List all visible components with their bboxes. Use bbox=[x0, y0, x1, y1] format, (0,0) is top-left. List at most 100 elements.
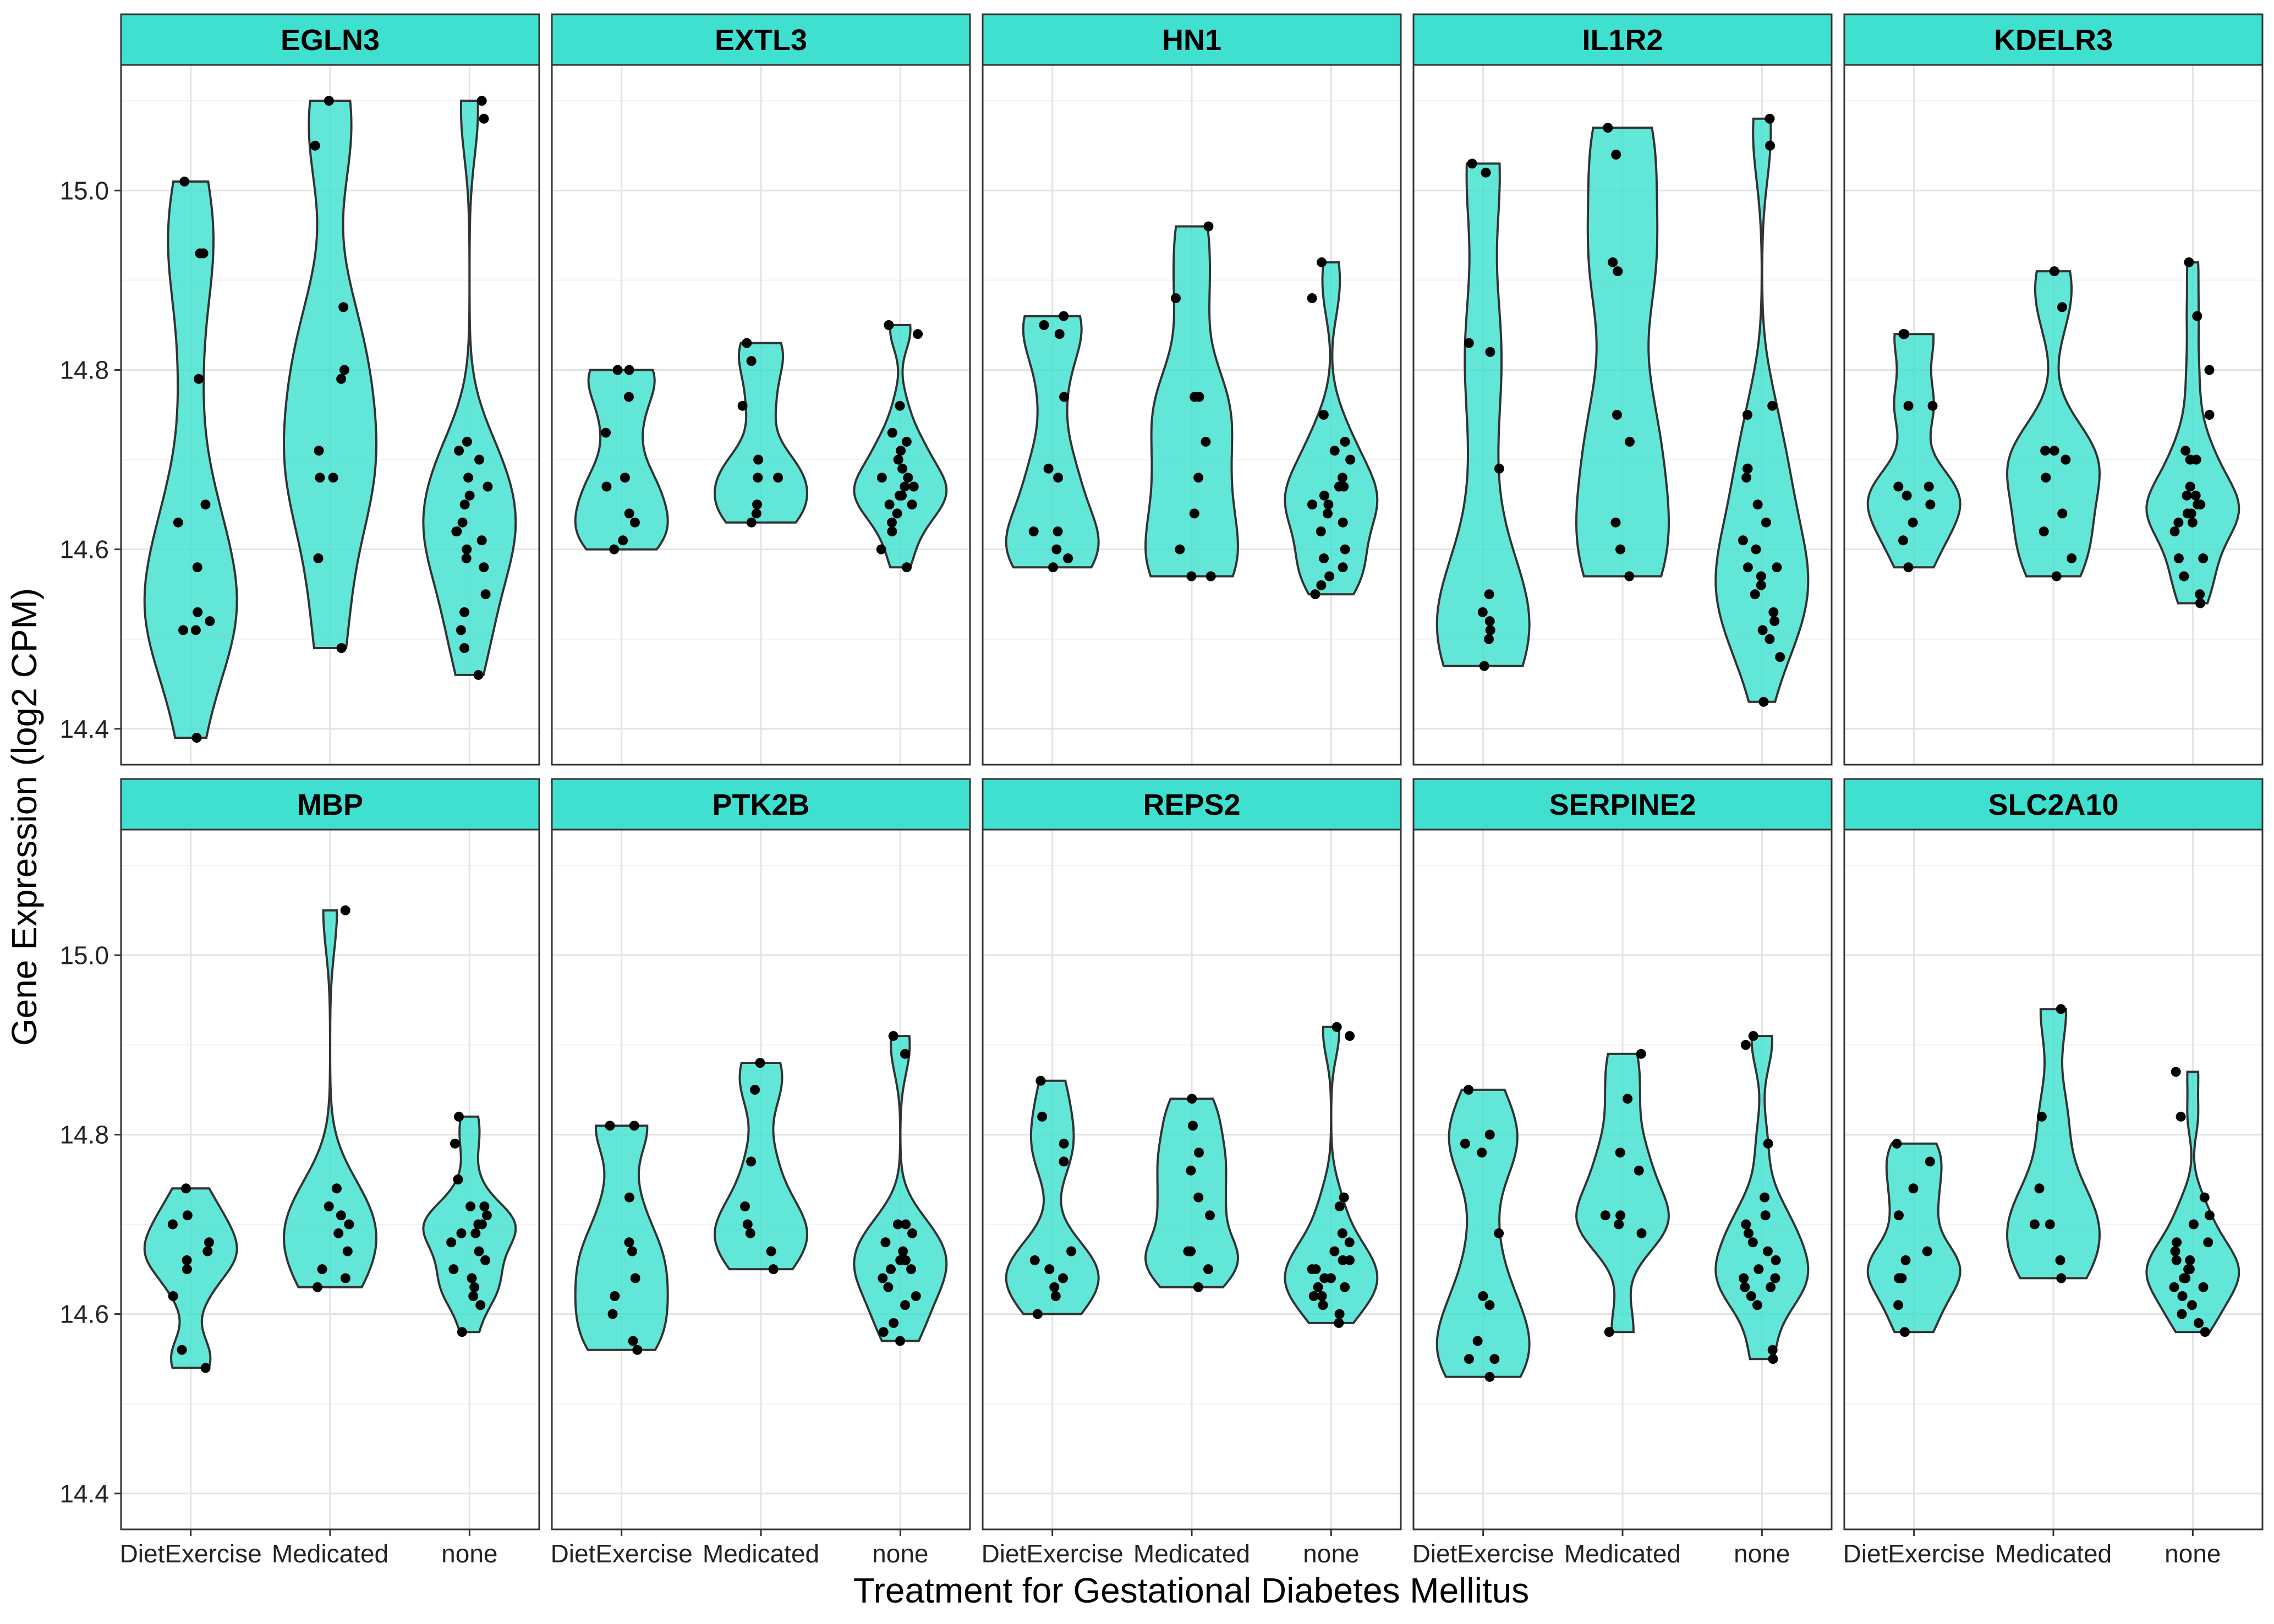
data-point bbox=[1307, 500, 1317, 510]
data-point bbox=[2198, 1282, 2209, 1292]
data-point bbox=[1768, 1354, 1778, 1364]
data-point bbox=[2057, 508, 2068, 519]
data-point bbox=[1319, 490, 1329, 501]
data-point bbox=[2177, 1309, 2187, 1319]
violin-dietexercise bbox=[143, 180, 238, 739]
data-point bbox=[1189, 508, 1199, 519]
data-point bbox=[2176, 1111, 2186, 1122]
data-point bbox=[1345, 1031, 1355, 1041]
violin-medicated bbox=[2005, 1008, 2101, 1280]
data-point bbox=[887, 526, 897, 536]
facet-strip-label: REPS2 bbox=[1143, 788, 1240, 821]
data-point bbox=[878, 1327, 889, 1337]
data-point bbox=[750, 1084, 760, 1095]
data-point bbox=[896, 446, 906, 456]
facet-strip-label: IL1R2 bbox=[1582, 24, 1663, 57]
panel-reps2: REPS2 bbox=[982, 778, 1402, 1530]
data-point bbox=[1771, 1255, 1781, 1265]
data-point bbox=[1484, 1129, 1495, 1140]
data-point bbox=[453, 1175, 463, 1184]
data-point bbox=[463, 473, 474, 483]
data-point bbox=[1894, 1210, 1904, 1221]
data-point bbox=[2051, 571, 2062, 581]
facet-strip bbox=[551, 778, 971, 831]
data-point bbox=[1307, 293, 1317, 303]
data-point bbox=[911, 1291, 921, 1301]
data-point bbox=[1175, 544, 1185, 555]
data-point bbox=[2193, 500, 2203, 510]
data-point bbox=[2045, 1219, 2055, 1230]
data-point bbox=[1611, 150, 1621, 160]
y-tick-label: 14.6 bbox=[59, 535, 109, 564]
data-point bbox=[1925, 500, 1936, 510]
x-tick-label: none bbox=[2165, 1539, 2221, 1568]
data-point bbox=[1484, 1300, 1495, 1310]
data-point bbox=[1636, 1228, 1647, 1238]
data-point bbox=[2187, 517, 2198, 528]
data-point bbox=[1334, 1201, 1345, 1211]
facet-panels: EGLN3 EXTL3 HN1 IL1R2 KDELR3 MBP PTK2B REPS2 SER… bbox=[120, 13, 2264, 1530]
data-point bbox=[1743, 562, 1753, 573]
data-point bbox=[2171, 1255, 2182, 1265]
data-point bbox=[468, 1291, 479, 1301]
data-point bbox=[2195, 589, 2205, 600]
data-point bbox=[200, 1363, 211, 1373]
data-point bbox=[1765, 140, 1776, 151]
x-tick-label: Medicated bbox=[1133, 1539, 1250, 1568]
data-point bbox=[204, 1237, 214, 1248]
data-point bbox=[178, 625, 188, 635]
data-point bbox=[448, 1264, 459, 1275]
data-point bbox=[2029, 1219, 2040, 1230]
data-point bbox=[746, 356, 757, 366]
data-point bbox=[2049, 266, 2059, 277]
data-point bbox=[2171, 1067, 2181, 1077]
violin-dietexercise bbox=[1866, 1142, 1961, 1334]
data-point bbox=[191, 733, 202, 743]
data-point bbox=[1203, 221, 1214, 232]
facet-strip bbox=[1843, 778, 2264, 831]
data-point bbox=[2039, 526, 2049, 536]
data-point bbox=[1893, 1300, 1904, 1310]
data-point bbox=[1066, 1246, 1077, 1257]
violin-medicated bbox=[2005, 270, 2101, 578]
facet-strip-label: SLC2A10 bbox=[1988, 788, 2118, 821]
facet-strip bbox=[982, 778, 1402, 831]
violin-medicated bbox=[1144, 1098, 1240, 1288]
data-point bbox=[457, 517, 468, 528]
data-point bbox=[1206, 571, 1216, 581]
data-point bbox=[900, 1255, 911, 1265]
data-point bbox=[1050, 1291, 1061, 1301]
data-point bbox=[1754, 1264, 1764, 1275]
data-point bbox=[752, 500, 762, 510]
data-point bbox=[2036, 1111, 2047, 1122]
violin-dietexercise bbox=[1435, 162, 1531, 667]
data-point bbox=[906, 1264, 916, 1275]
data-point bbox=[202, 1246, 213, 1257]
data-point bbox=[1765, 113, 1775, 124]
data-point bbox=[1186, 571, 1197, 581]
facet-strip-label: PTK2B bbox=[712, 788, 809, 821]
data-point bbox=[474, 454, 485, 465]
panel-mbp: MBP bbox=[120, 778, 540, 1530]
data-point bbox=[1313, 1282, 1323, 1292]
data-point bbox=[446, 1237, 457, 1248]
data-point bbox=[2040, 446, 2051, 456]
data-point bbox=[2057, 302, 2067, 312]
data-point bbox=[1615, 1210, 1626, 1221]
data-point bbox=[2180, 1273, 2191, 1283]
data-point bbox=[1612, 410, 1622, 420]
data-point bbox=[1750, 589, 1760, 600]
data-point bbox=[461, 553, 472, 563]
data-point bbox=[751, 508, 761, 519]
data-point bbox=[2194, 1318, 2204, 1328]
violin-dietexercise bbox=[574, 369, 669, 551]
data-point bbox=[336, 1210, 346, 1221]
data-point bbox=[1201, 436, 1211, 447]
data-point bbox=[740, 1201, 750, 1211]
data-point bbox=[1484, 1371, 1495, 1382]
data-point bbox=[1188, 1121, 1198, 1131]
y-tick-label: 14.4 bbox=[59, 715, 109, 743]
data-point bbox=[766, 1246, 776, 1257]
data-point bbox=[1738, 535, 1748, 546]
